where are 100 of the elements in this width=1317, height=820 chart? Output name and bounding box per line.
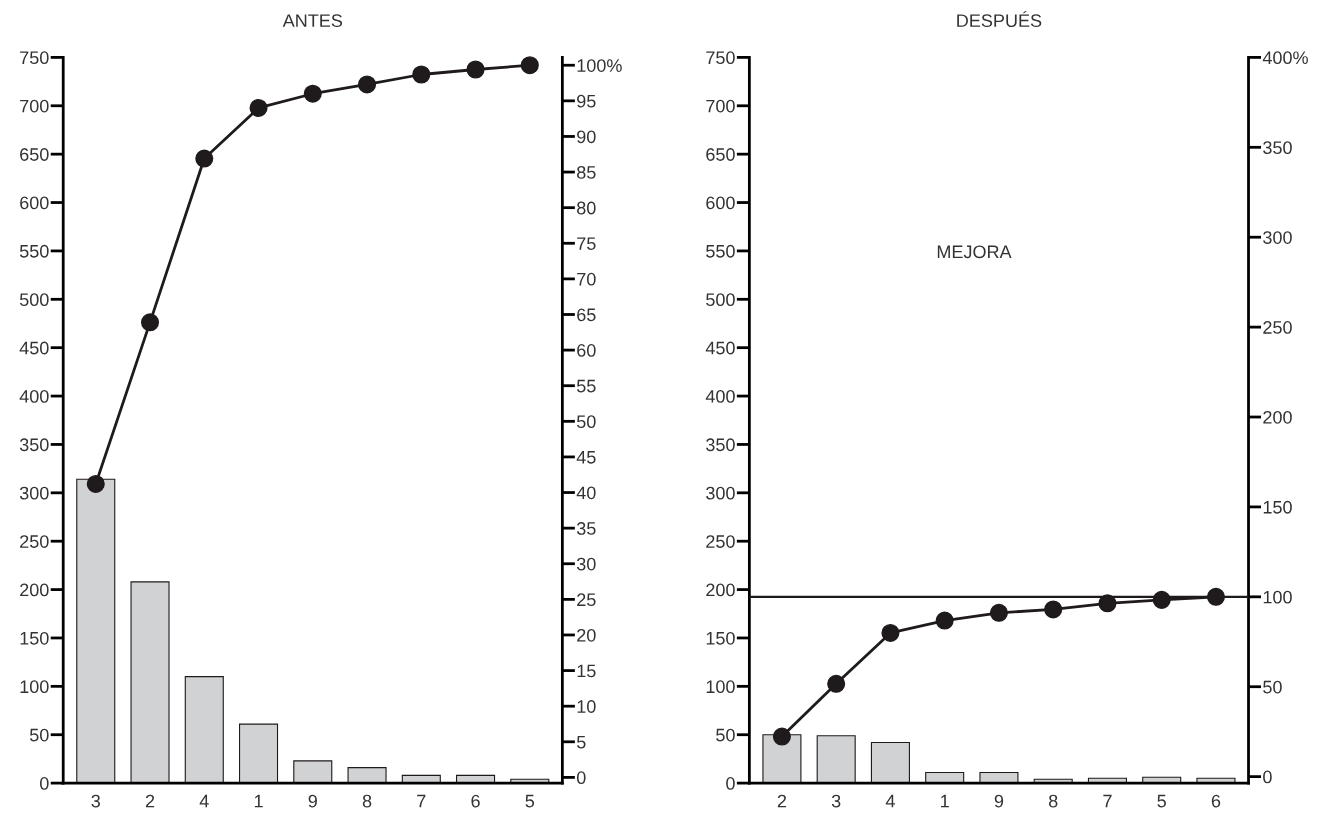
- chart-title: DESPUÉS: [957, 11, 1042, 28]
- point: [935, 611, 954, 630]
- y2-tick-label: 400%: [1262, 51, 1308, 65]
- y-tick-label: 700: [20, 99, 49, 113]
- y-tick-label: 450: [705, 341, 735, 355]
- y2-tick-label: 0: [576, 771, 586, 785]
- y-tick-label: 300: [706, 486, 735, 500]
- x-tick-label: 9: [994, 794, 1004, 808]
- y2-tick-label: 65: [577, 308, 596, 322]
- y-tick-label: 250: [706, 535, 735, 548]
- y-tick-label: 50: [29, 728, 49, 742]
- bar: [293, 760, 333, 784]
- y-tick-label: 0: [726, 777, 735, 790]
- y-tick-label: 100: [20, 680, 49, 694]
- bar: [76, 478, 116, 784]
- y2-tick-label: 100: [1263, 590, 1292, 604]
- bar: [184, 676, 224, 784]
- point: [86, 474, 105, 494]
- point: [412, 65, 431, 84]
- y-tick-label: 100: [706, 680, 735, 694]
- y2-tick-label: 20: [577, 628, 596, 642]
- y2-tick-label: 300: [1263, 231, 1292, 244]
- y-tick-label: 0: [39, 777, 49, 790]
- y-tick-label: 650: [706, 148, 735, 161]
- y-tick-label: 450: [19, 341, 49, 355]
- y2-tick-label: 80: [577, 201, 596, 215]
- y2-tick-label: 350: [1263, 141, 1292, 155]
- y2-tick-label: 100%: [577, 59, 622, 72]
- y-tick-label: 750: [706, 51, 735, 65]
- x-tick-label: 3: [91, 794, 100, 808]
- y2-tick-label: 40: [576, 486, 596, 500]
- x-tick-label: 7: [417, 794, 426, 808]
- y-tick-label: 400: [19, 389, 49, 403]
- y-tick-label: 200: [20, 583, 49, 597]
- point: [989, 603, 1008, 622]
- point: [772, 727, 791, 746]
- y2-tick-label: 45: [576, 451, 596, 464]
- y2-tick-label: 25: [577, 593, 596, 607]
- y2-tick-label: 90: [577, 130, 596, 144]
- point: [303, 84, 322, 103]
- chart-title: ANTES: [282, 14, 343, 28]
- point: [1044, 600, 1063, 619]
- point: [1152, 590, 1171, 609]
- bar: [238, 723, 279, 784]
- y-tick-label: 250: [20, 535, 49, 548]
- y2-tick-label: 60: [577, 344, 596, 357]
- bar: [130, 581, 170, 784]
- x-tick-label: 8: [362, 794, 372, 808]
- x-tick-label: 8: [1048, 794, 1058, 808]
- y-tick-label: 50: [716, 728, 735, 742]
- y-tick-label: 650: [20, 148, 49, 161]
- y-tick-label: 500: [19, 293, 49, 307]
- x-tick-label: 1: [254, 794, 263, 808]
- y-tick-label: 600: [20, 196, 49, 210]
- y-tick-label: 300: [19, 486, 49, 500]
- annotation: MEJORA: [937, 245, 1012, 259]
- x-tick-label: 2: [777, 794, 787, 808]
- x-tick-label: 1: [941, 794, 949, 808]
- y-tick-label: 150: [20, 631, 49, 645]
- y2-tick-label: 5: [576, 735, 586, 749]
- x-tick-label: 4: [885, 794, 895, 808]
- bar: [347, 767, 387, 784]
- y2-tick-label: 150: [1263, 500, 1292, 514]
- y2-tick-label: 70: [577, 272, 596, 286]
- point: [195, 149, 214, 168]
- point: [1098, 594, 1117, 613]
- y2-tick-label: 75: [577, 237, 596, 250]
- y2-tick-label: 85: [577, 165, 596, 179]
- x-tick-label: 5: [1157, 794, 1166, 808]
- y-tick-label: 400: [705, 389, 735, 403]
- y2-tick-label: 50: [1263, 680, 1282, 694]
- point: [249, 98, 268, 117]
- y2-tick-label: 55: [576, 379, 596, 393]
- y-tick-label: 150: [706, 631, 735, 645]
- y-tick-label: 550: [19, 244, 49, 258]
- x-tick-label: 6: [471, 794, 480, 808]
- point: [466, 60, 485, 79]
- y2-tick-label: 250: [1263, 321, 1292, 334]
- point: [358, 75, 377, 94]
- y2-tick-label: 95: [577, 94, 596, 108]
- x-tick-label: 5: [525, 794, 535, 808]
- y-tick-label: 550: [706, 244, 735, 258]
- y-tick-label: 200: [706, 583, 735, 597]
- x-tick-label: 6: [1211, 794, 1221, 808]
- y-tick-label: 750: [20, 51, 49, 65]
- y2-tick-label: 30: [576, 557, 596, 571]
- x-tick-label: 2: [145, 794, 155, 808]
- y-tick-label: 350: [706, 438, 735, 452]
- point: [827, 674, 846, 693]
- x-tick-label: 7: [1103, 794, 1112, 808]
- point: [881, 623, 900, 642]
- y2-tick-label: 0: [1263, 770, 1272, 784]
- y-tick-label: 500: [706, 293, 735, 307]
- point: [520, 56, 539, 75]
- point: [140, 313, 160, 332]
- x-tick-label: 3: [831, 794, 841, 808]
- y2-tick-label: 10: [577, 700, 596, 713]
- point: [1206, 587, 1225, 606]
- y-tick-label: 350: [19, 438, 49, 452]
- x-tick-label: 9: [308, 794, 317, 808]
